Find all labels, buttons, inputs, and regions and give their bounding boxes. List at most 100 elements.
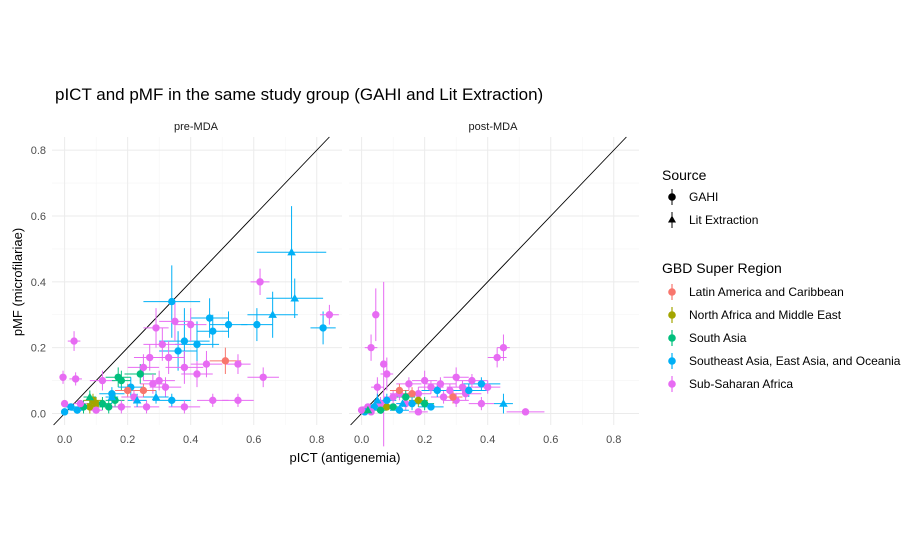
data-point-circle	[142, 403, 151, 411]
data-point-circle	[193, 340, 201, 349]
legend-label-gahi: GAHI	[689, 190, 718, 204]
data-point-circle	[449, 393, 457, 401]
data-point-triangle	[499, 399, 508, 407]
data-point-circle	[477, 380, 486, 388]
legend-nafme-dot	[668, 311, 676, 319]
data-point-circle	[105, 403, 113, 411]
data-point-circle	[205, 314, 214, 322]
data-point-circle	[477, 399, 486, 408]
legend-lit-triangle-icon	[668, 215, 676, 223]
data-point-triangle	[373, 396, 382, 404]
data-point-circle	[234, 396, 242, 405]
data-point-circle	[458, 383, 467, 391]
data-point-triangle	[363, 405, 373, 414]
legend-item-ssa: Sub-Saharan Africa	[668, 376, 793, 392]
data-point-circle	[483, 383, 492, 391]
facet-label-pre-mda: pre-MDA	[174, 121, 219, 133]
reference-line-pre-mda	[53, 136, 330, 426]
legend-source: Source GAHI Lit Extraction	[662, 167, 758, 228]
data-point-circle	[414, 390, 423, 398]
data-point-circle	[221, 357, 230, 365]
data-point-triangle	[151, 392, 161, 401]
legend-sa-dot	[668, 334, 676, 342]
legend-label-nafme: North Africa and Middle East	[689, 308, 842, 322]
legend-ssa-dot	[668, 380, 676, 388]
data-point-circle	[152, 324, 160, 332]
data-point-circle	[439, 393, 448, 401]
legend-source-title: Source	[662, 167, 707, 183]
legend-item-nafme: North Africa and Middle East	[668, 307, 842, 323]
data-point-circle	[73, 406, 81, 414]
data-point-circle	[155, 376, 163, 385]
data-point-circle	[71, 375, 80, 383]
data-point-circle	[420, 399, 429, 408]
data-point-circle	[452, 373, 460, 381]
data-point-circle	[92, 406, 100, 414]
data-point-circle	[402, 393, 410, 401]
legend-label-ssa: Sub-Saharan Africa	[689, 377, 793, 391]
data-point-triangle	[398, 399, 407, 407]
data-point-circle	[98, 399, 107, 408]
grid-pre-mda	[52, 137, 342, 425]
legend-seao-dot	[668, 357, 676, 365]
legend-label-sa: South Asia	[689, 331, 747, 345]
data-point-circle	[383, 403, 391, 411]
x-axis-title: pICT (antigenemia)	[289, 450, 400, 465]
data-point-circle	[465, 386, 473, 395]
data-point-circle	[224, 320, 233, 329]
data-point-circle	[180, 403, 189, 411]
reference-line-post-mda	[350, 136, 627, 426]
data-point-circle	[161, 383, 170, 391]
data-point-circle	[373, 383, 382, 391]
data-point-circle	[414, 408, 423, 416]
y-tick-label: 0.6	[31, 211, 46, 223]
panel-post-mda: post-MDA 0.0 0.2 0.4 0.6 0.8	[349, 121, 639, 447]
data-point-circle	[67, 403, 75, 411]
data-point-circle	[174, 347, 182, 355]
legend-gahi-circle-icon	[668, 193, 676, 201]
data-point-circle	[171, 317, 179, 326]
data-point-circle	[325, 311, 334, 319]
data-point-circle	[149, 380, 157, 388]
data-point-circle	[164, 353, 173, 362]
data-point-triangle	[107, 392, 117, 401]
x-ticks-post-mda: 0.0 0.2 0.4 0.6 0.8	[354, 434, 621, 446]
data-point-circle	[446, 386, 454, 395]
data-point-circle	[158, 340, 167, 349]
data-point-triangle	[132, 396, 142, 404]
data-point-circle	[92, 399, 100, 408]
x-tick-label: 0.8	[606, 434, 621, 446]
data-point-circle	[383, 396, 391, 405]
data-point-circle	[319, 324, 327, 332]
legend-item-gahi: GAHI	[668, 189, 718, 205]
points-pre-mda	[59, 206, 339, 416]
x-tick-label: 0.0	[57, 434, 72, 446]
data-point-circle	[209, 396, 217, 405]
legend-item-lit-extraction: Lit Extraction	[668, 212, 758, 228]
identity-line	[350, 136, 627, 426]
data-point-circle	[405, 380, 413, 388]
legend-region: GBD Super Region Latin America and Carib…	[662, 260, 901, 392]
data-point-circle	[521, 408, 530, 416]
data-point-circle	[123, 386, 132, 395]
data-point-circle	[427, 403, 435, 411]
data-point-circle	[499, 343, 508, 352]
data-point-circle	[408, 399, 416, 408]
data-point-circle	[259, 373, 267, 381]
y-tick-label: 0.0	[31, 408, 46, 420]
x-tick-label: 0.6	[246, 434, 261, 446]
data-point-circle	[414, 396, 423, 405]
data-point-circle	[59, 373, 67, 381]
data-point-circle	[389, 403, 397, 411]
x-ticks-pre-mda: 0.0 0.2 0.4 0.6 0.8	[57, 434, 324, 446]
data-point-circle	[234, 360, 242, 368]
data-point-circle	[86, 403, 94, 411]
data-point-triangle	[290, 293, 300, 302]
data-point-triangle	[287, 247, 296, 256]
data-point-circle	[253, 320, 261, 329]
data-point-circle	[202, 360, 211, 368]
x-tick-label: 0.6	[543, 434, 558, 446]
panel-pre-mda: pre-MDA 0.0 0.2 0.4 0.6 0.8	[52, 121, 342, 446]
data-point-circle	[408, 390, 416, 398]
